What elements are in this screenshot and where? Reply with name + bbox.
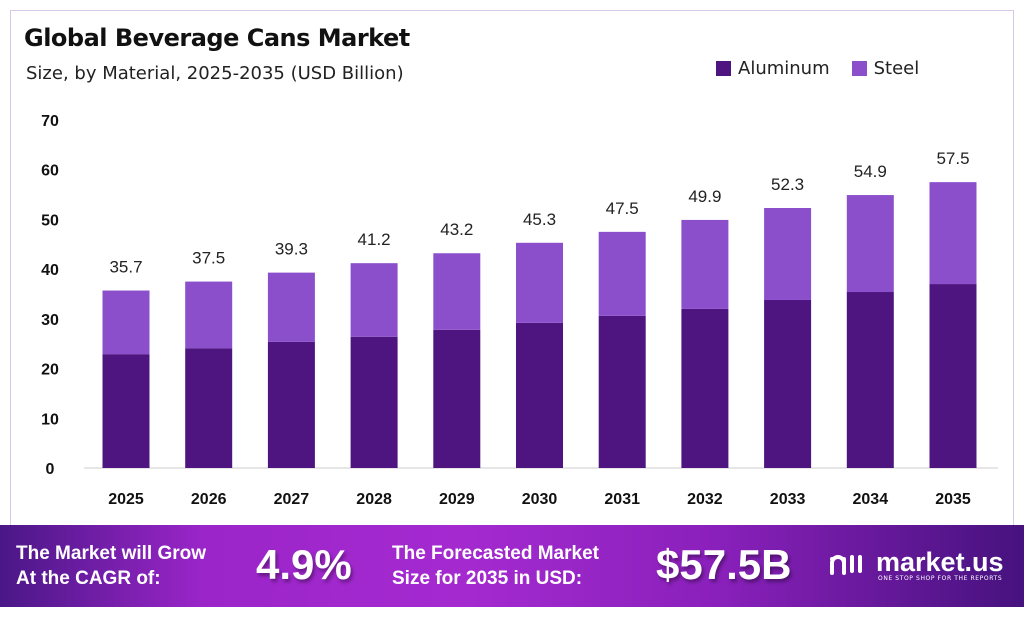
legend-label-aluminum: Aluminum	[738, 58, 830, 79]
legend: Aluminum Steel	[716, 58, 919, 79]
x-tick-label: 2030	[522, 491, 558, 508]
x-tick-label: 2031	[604, 491, 640, 508]
bar-aluminum-2027	[267, 341, 315, 468]
y-tick-label: 20	[41, 362, 59, 379]
y-tick-label: 10	[41, 411, 59, 428]
x-tick-label: 2025	[108, 491, 144, 508]
legend-item-aluminum: Aluminum	[716, 58, 830, 79]
legend-swatch-aluminum	[716, 61, 731, 76]
x-tick-label: 2029	[439, 491, 475, 508]
cagr-label-line2: At the CAGR of:	[16, 568, 161, 589]
summary-banner: The Market will Grow At the CAGR of: 4.9…	[0, 525, 1024, 607]
forecast-label: The Forecasted Market Size for 2035 in U…	[392, 541, 599, 591]
logo-icon	[830, 554, 862, 575]
legend-label-steel: Steel	[873, 58, 920, 79]
bar-aluminum-2035	[929, 284, 977, 468]
bar-steel-2028	[350, 263, 398, 337]
data-label-total: 45.3	[523, 210, 556, 229]
bar-aluminum-2025	[102, 354, 150, 468]
chart-subtitle: Size, by Material, 2025-2035 (USD Billio…	[26, 63, 404, 84]
bar-aluminum-2032	[681, 308, 729, 468]
cagr-value: 4.9%	[256, 541, 352, 588]
forecast-label-line1: The Forecasted Market	[392, 543, 599, 564]
data-label-total: 37.5	[192, 249, 225, 268]
bar-aluminum-2033	[764, 299, 812, 468]
bar-steel-2033	[764, 207, 812, 300]
bar-steel-2029	[433, 253, 481, 330]
bar-aluminum-2034	[846, 292, 894, 468]
y-tick-label: 30	[41, 312, 59, 329]
data-label-total: 35.7	[109, 258, 142, 277]
data-label-total: 54.9	[854, 162, 887, 181]
legend-item-steel: Steel	[851, 58, 920, 79]
y-tick-label: 60	[41, 163, 59, 180]
bar-aluminum-2030	[516, 322, 563, 468]
bar-steel-2032	[681, 219, 729, 309]
x-tick-label: 2033	[770, 491, 806, 508]
logo-name: market.us	[876, 547, 1004, 577]
bar-aluminum-2028	[350, 336, 398, 468]
x-tick-label: 2028	[356, 491, 392, 508]
data-label-total: 39.3	[275, 240, 308, 259]
bar-steel-2031	[598, 231, 646, 316]
x-tick-label: 2027	[274, 491, 310, 508]
cagr-label-line1: The Market will Grow	[16, 543, 207, 564]
bar-aluminum-2026	[185, 348, 233, 468]
bar-aluminum-2031	[598, 315, 646, 468]
market-us-logo: market.us ONE STOP SHOP FOR THE REPORTS	[828, 549, 1004, 582]
bar-steel-2026	[185, 281, 233, 349]
bar-steel-2027	[267, 272, 315, 342]
y-tick-label: 40	[41, 262, 59, 279]
y-tick-label: 70	[41, 113, 59, 130]
y-tick-label: 0	[46, 461, 55, 478]
bar-steel-2030	[516, 242, 563, 323]
bar-steel-2025	[102, 290, 150, 355]
x-tick-label: 2034	[853, 491, 889, 508]
bar-aluminum-2029	[433, 329, 481, 468]
bar-steel-2035	[929, 182, 977, 285]
logo-tagline: ONE STOP SHOP FOR THE REPORTS	[878, 575, 1003, 582]
y-tick-label: 50	[41, 212, 59, 229]
bar-steel-2034	[846, 195, 894, 293]
data-label-total: 52.3	[771, 175, 804, 194]
bar-chart: 01020304050607035.7202537.5202639.320274…	[41, 113, 998, 508]
forecast-label-line2: Size for 2035 in USD:	[392, 568, 583, 589]
data-label-total: 47.5	[606, 199, 639, 218]
legend-swatch-steel	[851, 61, 867, 76]
data-label-total: 41.2	[358, 230, 391, 249]
x-tick-label: 2035	[935, 491, 971, 508]
data-label-total: 57.5	[936, 149, 969, 168]
data-label-total: 43.2	[440, 220, 473, 239]
data-label-total: 49.9	[688, 187, 721, 206]
chart-title: Global Beverage Cans Market	[24, 24, 410, 52]
x-tick-label: 2032	[687, 491, 723, 508]
cagr-label: The Market will Grow At the CAGR of:	[16, 541, 206, 591]
forecast-value: $57.5B	[656, 541, 792, 588]
x-tick-label: 2026	[191, 491, 227, 508]
